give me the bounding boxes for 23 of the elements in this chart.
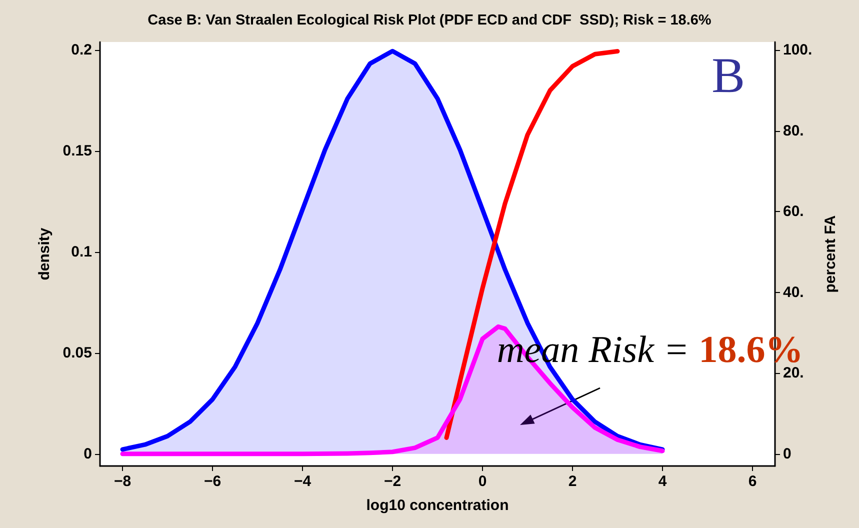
y2-tick-label: 40. — [783, 284, 804, 301]
x-tick-label: 4 — [658, 473, 668, 490]
y2-tick-label: 0 — [783, 445, 792, 462]
x-tick-label: −6 — [204, 473, 222, 490]
x-tick-label: −4 — [294, 473, 312, 490]
annotation: B — [712, 47, 745, 103]
y-tick-label: 0.05 — [62, 344, 92, 362]
y-axis-title: density — [36, 227, 53, 280]
x-tick-label: 0 — [478, 473, 487, 490]
y-tick-label: 0.1 — [71, 243, 92, 260]
y-tick-label: 0.15 — [62, 142, 92, 160]
x-tick-label: −8 — [114, 473, 132, 490]
y2-tick-label: 80. — [783, 122, 804, 140]
chart-title: Case B: Van Straalen Ecological Risk Plot (PDF ECD and CDF SSD); Risk = 18.6% — [148, 12, 712, 28]
x-tick-label: 2 — [568, 473, 577, 490]
x-tick-label: 6 — [748, 473, 757, 490]
x-axis-title: log10 concentration — [366, 497, 509, 514]
y2-tick-label: 60. — [783, 203, 804, 220]
y2-axis-title: percent FA — [822, 215, 840, 293]
y-tick-label: 0 — [84, 445, 92, 462]
y-tick-label: 0.2 — [71, 42, 92, 59]
y2-tick-label: 100. — [783, 42, 812, 59]
x-tick-label: −2 — [384, 473, 402, 490]
